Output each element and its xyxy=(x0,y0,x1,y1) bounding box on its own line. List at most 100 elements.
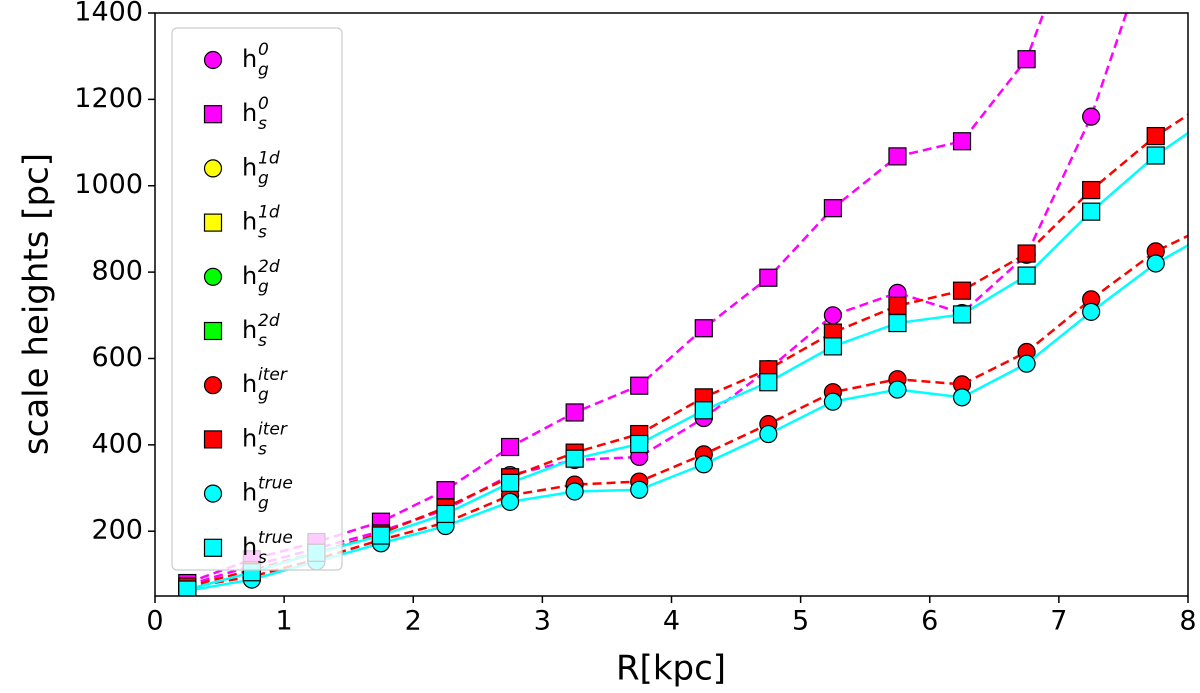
legend-sub: s xyxy=(258,548,267,568)
legend-marker xyxy=(203,484,223,503)
legend-label: h0 g xyxy=(242,40,269,80)
legend-marker xyxy=(203,213,223,232)
x-axis-label: R[kpc] xyxy=(616,649,726,689)
data-point xyxy=(759,424,778,444)
legend-label: h1d s xyxy=(242,203,280,243)
y-tick-label: 400 xyxy=(91,428,143,459)
legend-label: hiter s xyxy=(242,419,288,459)
legend-label: h2d s xyxy=(242,311,280,351)
legend-label: htrue g xyxy=(242,474,293,514)
legend-sub: g xyxy=(258,60,269,80)
legend-sub: g xyxy=(258,385,269,405)
legend-name: h xyxy=(242,99,257,127)
legend-sup: 2d xyxy=(258,311,280,331)
x-tick-label: 3 xyxy=(534,606,551,637)
data-point xyxy=(436,504,455,524)
data-point xyxy=(888,296,907,315)
y-tick-label: 1000 xyxy=(74,169,143,200)
y-tick-label: 1400 xyxy=(74,0,143,28)
data-point xyxy=(759,373,778,392)
x-tick-label: 6 xyxy=(921,606,938,637)
y-tick-label: 1200 xyxy=(74,83,143,114)
legend-name: h xyxy=(242,370,257,398)
data-point xyxy=(565,403,584,422)
data-point xyxy=(759,268,778,287)
data-point xyxy=(1146,126,1165,146)
x-tick-label: 1 xyxy=(276,606,293,637)
data-point xyxy=(952,132,972,151)
data-point xyxy=(888,147,907,166)
data-point xyxy=(500,492,520,511)
legend-sub: g xyxy=(258,494,269,514)
legend-label: h2d g xyxy=(242,257,280,297)
legend-sub: s xyxy=(258,331,267,351)
legend-sup: iter xyxy=(258,419,288,439)
data-point xyxy=(1082,107,1101,126)
legend-sup: 1d xyxy=(258,148,280,168)
legend-label: htrue s xyxy=(242,528,293,568)
plot-area xyxy=(178,13,1188,596)
legend-sup: iter xyxy=(258,365,288,385)
data-point xyxy=(565,449,584,468)
data-point xyxy=(565,482,584,501)
legend-marker xyxy=(203,538,223,557)
legend-sup: 1d xyxy=(258,203,280,223)
data-point xyxy=(694,319,713,338)
legend-marker xyxy=(203,430,223,449)
legend-sup: true xyxy=(258,474,293,494)
legend-name: h xyxy=(242,424,257,452)
legend-sub: g xyxy=(258,277,269,297)
data-point xyxy=(1082,180,1101,200)
legend-sub: s xyxy=(258,114,267,134)
x-tick-label: 0 xyxy=(146,606,163,637)
legend-name: h xyxy=(242,153,257,181)
legend-name: h xyxy=(242,45,257,73)
legend-label: hiter g xyxy=(242,365,288,405)
x-tick-label: 4 xyxy=(663,606,680,637)
data-point xyxy=(823,392,843,411)
legend-label: h0 s xyxy=(242,94,269,134)
data-point xyxy=(694,455,713,474)
legend-sub: s xyxy=(258,223,267,243)
data-point xyxy=(1017,50,1036,69)
data-point xyxy=(1146,254,1165,273)
legend-marker xyxy=(203,267,223,286)
legend-name: h xyxy=(242,479,257,507)
data-point xyxy=(888,313,907,333)
data-point xyxy=(952,281,972,300)
data-point xyxy=(1017,266,1036,285)
data-point xyxy=(436,481,455,500)
legend-sup: true xyxy=(258,528,293,548)
series-line xyxy=(186,13,1128,587)
legend-name: h xyxy=(242,316,257,344)
y-tick-label: 600 xyxy=(91,342,143,373)
legend-sup: 0 xyxy=(258,40,269,60)
data-point xyxy=(371,526,391,545)
legend-marker xyxy=(203,159,223,178)
data-point xyxy=(178,580,197,596)
x-tick-label: 5 xyxy=(792,606,809,637)
data-point xyxy=(500,437,520,457)
legend-marker xyxy=(203,321,223,341)
legend-marker xyxy=(203,105,223,124)
data-point xyxy=(823,199,843,218)
data-point xyxy=(888,380,907,399)
data-point xyxy=(1082,202,1101,221)
data-point xyxy=(630,376,649,395)
x-tick-label: 7 xyxy=(1050,606,1067,637)
data-point xyxy=(1146,146,1165,165)
data-point xyxy=(630,480,649,499)
series-line xyxy=(186,13,1045,585)
legend-marker xyxy=(203,50,223,70)
data-point xyxy=(1017,354,1036,373)
legend-name: h xyxy=(242,262,257,290)
legend-sub: s xyxy=(258,439,267,459)
legend-sup: 2d xyxy=(258,257,280,277)
y-axis-label: scale heights [pc] xyxy=(17,153,57,455)
data-point xyxy=(1017,244,1036,263)
legend-name: h xyxy=(242,533,257,561)
data-point xyxy=(694,401,713,420)
